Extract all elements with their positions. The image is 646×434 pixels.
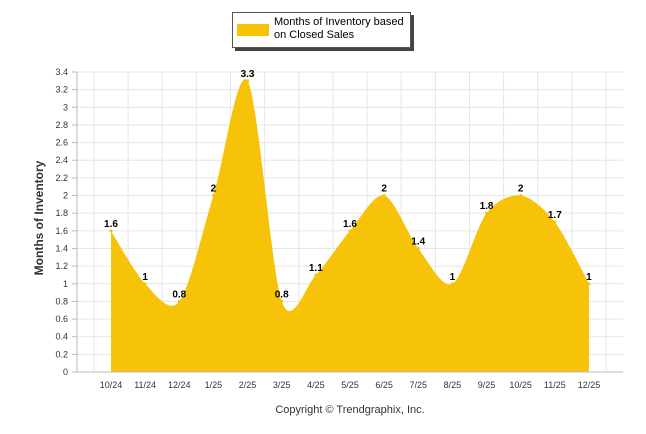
y-tick-label: 0 [63, 367, 68, 377]
data-point [416, 246, 420, 250]
y-tick-label: 3 [63, 102, 68, 112]
data-point [314, 273, 318, 277]
y-tick-label: 2.2 [55, 173, 68, 183]
x-tick-label: 8/25 [444, 380, 462, 390]
data-point [450, 282, 454, 286]
data-point [143, 282, 147, 286]
x-tick-label: 11/25 [544, 380, 566, 390]
data-point [553, 220, 557, 224]
data-label: 1 [586, 272, 592, 283]
y-tick-label: 1.8 [55, 208, 68, 218]
data-point [519, 194, 523, 198]
x-tick-label: 9/25 [478, 380, 496, 390]
y-tick-label: 0.8 [55, 296, 68, 306]
data-label: 2 [211, 184, 217, 195]
copyright-text: Copyright © Trendgraphix, Inc. [275, 404, 424, 416]
y-tick-label: 2.8 [55, 120, 68, 130]
data-point [348, 229, 352, 233]
x-tick-label: 7/25 [409, 380, 427, 390]
y-tick-label: 3.2 [55, 85, 68, 95]
x-tick-label: 12/24 [168, 380, 191, 390]
chart-legend: Months of Inventory based on Closed Sale… [232, 12, 411, 48]
data-label: 0.8 [172, 289, 186, 300]
y-tick-label: 3.4 [55, 67, 68, 77]
data-point [246, 79, 250, 83]
legend-swatch [237, 24, 269, 36]
data-point [485, 211, 489, 215]
y-tick-label: 1.6 [55, 226, 68, 236]
axis-layer: 0 0.2 0.4 0.6 0.8 1 1.2 1.4 1.6 1.8 2 2.2 2.4 2.6 2.8 3… [55, 67, 623, 390]
x-tick-label: 4/25 [307, 380, 325, 390]
data-label: 1.6 [104, 219, 118, 230]
data-point [211, 194, 215, 198]
x-tick-label: 5/25 [341, 380, 359, 390]
series-area [111, 79, 589, 373]
data-label: 1.1 [309, 263, 323, 274]
data-point [280, 299, 284, 303]
x-tick-label: 12/25 [578, 380, 601, 390]
x-tick-label: 10/25 [509, 380, 532, 390]
y-tick-label: 0.6 [55, 314, 68, 324]
y-tick-label: 0.2 [55, 349, 68, 359]
y-tick-label: 2.4 [55, 155, 68, 165]
x-tick-label: 11/24 [134, 380, 156, 390]
y-tick-label: 2 [63, 191, 68, 201]
data-point [587, 282, 591, 286]
x-tick-label: 6/25 [375, 380, 393, 390]
data-label: 2 [518, 184, 524, 195]
legend-label: Months of Inventory based on Closed Sale… [274, 16, 404, 41]
data-label: 1 [142, 272, 148, 283]
label-layer: 1.6 1 0.8 2 3.3 0.8 1.1 1.6 2 1.4 1 1.8 2 1.7 1 [104, 69, 592, 301]
data-label: 3.3 [241, 69, 255, 80]
x-tick-label: 2/25 [239, 380, 257, 390]
data-label: 1 [450, 272, 456, 283]
data-label: 0.8 [275, 289, 289, 300]
data-label: 1.8 [480, 201, 494, 212]
x-tick-label: 1/25 [205, 380, 223, 390]
data-label: 1.7 [548, 210, 562, 221]
data-label: 1.4 [411, 236, 425, 247]
area-layer [109, 79, 591, 373]
data-label: 2 [381, 184, 387, 195]
y-tick-label: 1.4 [55, 243, 68, 253]
data-point [177, 299, 181, 303]
y-tick-label: 0.4 [55, 332, 68, 342]
data-point [109, 229, 113, 233]
y-tick-label: 1 [63, 279, 68, 289]
x-tick-label: 3/25 [273, 380, 291, 390]
data-point [382, 194, 386, 198]
y-tick-label: 2.6 [55, 138, 68, 148]
data-label: 1.6 [343, 219, 357, 230]
y-axis-title: Months of Inventory [32, 160, 46, 275]
y-tick-label: 1.2 [55, 261, 68, 271]
x-tick-label: 10/24 [100, 380, 123, 390]
